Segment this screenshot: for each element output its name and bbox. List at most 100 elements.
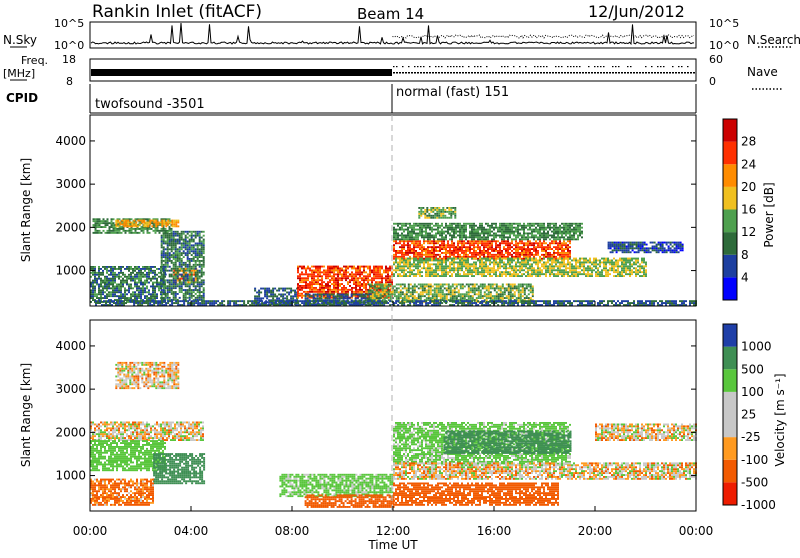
heatmap-cell <box>533 250 535 252</box>
heatmap-cell <box>569 246 571 248</box>
heatmap-cell <box>551 254 553 256</box>
heatmap-cell <box>347 281 349 283</box>
heatmap-cell <box>389 275 391 277</box>
heatmap-cell <box>527 236 529 238</box>
heatmap-cell <box>415 254 417 256</box>
heatmap-cell <box>489 231 491 233</box>
heatmap-cell <box>395 250 397 252</box>
heatmap-cell <box>575 233 577 235</box>
heatmap-cell <box>429 235 431 237</box>
heatmap-cell <box>539 244 541 246</box>
heatmap-cell <box>191 244 193 246</box>
heatmap-cell <box>436 297 438 299</box>
heatmap-cell <box>419 242 421 244</box>
heatmap-cell <box>173 295 175 297</box>
heatmap-cell <box>399 240 401 242</box>
heatmap-cell <box>201 281 203 283</box>
heatmap-cell <box>423 246 425 248</box>
heatmap-cell <box>148 270 150 272</box>
heatmap-cell <box>138 278 140 280</box>
heatmap-cell <box>458 293 460 295</box>
heatmap-cell <box>112 284 114 286</box>
heatmap-cell <box>457 273 459 275</box>
nave-point <box>525 66 527 67</box>
heatmap-cell <box>567 227 569 229</box>
heatmap-cell <box>197 246 199 248</box>
nave-point <box>486 66 488 67</box>
heatmap-cell <box>461 242 463 244</box>
heatmap-cell <box>319 285 321 287</box>
heatmap-cell <box>485 252 487 254</box>
heatmap-cell <box>361 277 363 279</box>
heatmap-cell <box>509 252 511 254</box>
heatmap-cell <box>455 231 457 233</box>
heatmap-cell <box>495 223 497 225</box>
heatmap-cell <box>339 279 341 281</box>
heatmap-cell <box>351 287 353 289</box>
heatmap-cell <box>454 287 456 289</box>
heatmap-cell <box>315 291 317 293</box>
heatmap-cell <box>203 235 205 237</box>
heatmap-cell <box>146 274 148 276</box>
heatmap-cell <box>132 272 134 274</box>
heatmap-cell <box>535 227 537 229</box>
heatmap-cell <box>258 295 260 297</box>
heatmap-cell <box>133 232 135 234</box>
heatmap-cell <box>427 269 429 271</box>
heatmap-cell <box>112 287 114 289</box>
heatmap-cell <box>449 265 451 267</box>
heatmap-cell <box>413 238 415 240</box>
heatmap-cell <box>471 227 473 229</box>
heatmap-cell <box>479 250 481 252</box>
heatmap-cell <box>451 263 453 265</box>
heatmap-cell <box>311 285 313 287</box>
heatmap-cell <box>120 270 122 272</box>
freq-point <box>510 72 512 74</box>
heatmap-cell <box>110 287 112 289</box>
heatmap-cell <box>491 227 493 229</box>
heatmap-cell <box>337 273 339 275</box>
heatmap-cell <box>545 248 547 250</box>
heatmap-cell <box>102 286 104 288</box>
heatmap-cell <box>563 238 565 240</box>
heatmap-cell <box>392 293 394 295</box>
heatmap-cell <box>260 292 262 294</box>
nave-point <box>660 66 662 67</box>
heatmap-cell <box>365 277 367 279</box>
heatmap-cell <box>473 227 475 229</box>
heatmap-cell <box>319 268 321 270</box>
heatmap-cell <box>495 233 497 235</box>
heatmap-cell <box>448 286 450 288</box>
heatmap-cell <box>110 284 112 286</box>
heatmap-cell <box>407 238 409 240</box>
heatmap-cell <box>457 258 459 260</box>
heatmap-cell <box>126 289 128 291</box>
heatmap-cell <box>96 280 98 282</box>
heatmap-cell <box>435 258 437 260</box>
heatmap-cell <box>567 244 569 246</box>
heatmap-cell <box>501 254 503 256</box>
heatmap-cell <box>445 238 447 240</box>
heatmap-cell <box>563 256 565 258</box>
heatmap-cell <box>195 260 197 262</box>
freq-point <box>405 72 407 74</box>
heatmap-cell <box>397 233 399 235</box>
heatmap-cell <box>423 223 425 225</box>
heatmap-cell <box>473 252 475 254</box>
heatmap-cell <box>413 265 415 267</box>
heatmap-cell <box>100 295 102 297</box>
heatmap-cell <box>187 254 189 256</box>
heatmap-cell <box>357 277 359 279</box>
heatmap-cell <box>128 289 130 291</box>
heatmap-cell <box>483 248 485 250</box>
heatmap-cell <box>376 295 378 297</box>
heatmap-cell <box>453 250 455 252</box>
heatmap-cell <box>173 248 175 250</box>
heatmap-cell <box>142 284 144 286</box>
heatmap-cell <box>323 289 325 291</box>
heatmap-cell <box>511 233 513 235</box>
heatmap-cell <box>559 256 561 258</box>
heatmap-cell <box>527 229 529 231</box>
heatmap-cell <box>107 230 109 232</box>
heatmap-cell <box>455 229 457 231</box>
